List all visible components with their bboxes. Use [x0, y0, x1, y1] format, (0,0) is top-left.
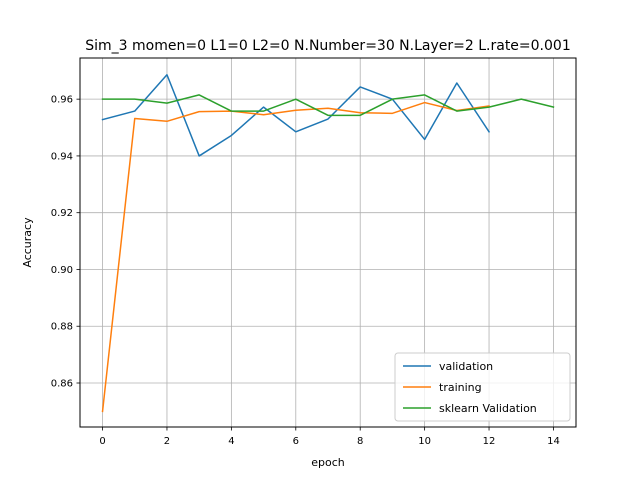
legend: validation training sklearn Validation: [394, 352, 571, 422]
x-tick-label: 12: [483, 436, 496, 447]
legend-entry: training: [439, 381, 482, 394]
series-line-training: [101, 101, 490, 413]
x-tick-label: 8: [357, 436, 363, 447]
y-tick-label: 0.92: [51, 208, 73, 219]
x-tick-label: 6: [293, 436, 299, 447]
axis-ticks: 0 2 4 6 8 10 12 14 0.86 0.88 0.90 0.92 0.94 0.96: [51, 95, 560, 447]
x-tick-label: 2: [164, 436, 170, 447]
legend-box: [394, 352, 571, 422]
x-tick-label: 4: [228, 436, 234, 447]
x-tick-label: 0: [99, 436, 105, 447]
x-tick-label: 10: [418, 436, 431, 447]
grid-lines: [80, 58, 576, 427]
y-axis-label: Accuracy: [21, 217, 34, 268]
y-tick-label: 0.96: [51, 95, 73, 106]
y-tick-label: 0.86: [51, 379, 73, 390]
y-tick-label: 0.88: [51, 322, 73, 333]
series-line-sklearn-validation: [101, 94, 555, 117]
series-lines: [101, 74, 555, 413]
chart-title: Sim_3 momen=0 L1=0 L2=0 N.Number=30 N.La…: [85, 38, 570, 54]
plot-frame: [79, 57, 577, 428]
series-line-validation: [101, 74, 491, 157]
x-tick-label: 14: [547, 436, 560, 447]
x-axis-label: epoch: [311, 456, 345, 469]
legend-entry: validation: [439, 360, 493, 373]
legend-entry: sklearn Validation: [439, 402, 537, 415]
y-tick-label: 0.90: [51, 265, 73, 276]
y-tick-label: 0.94: [51, 151, 73, 162]
